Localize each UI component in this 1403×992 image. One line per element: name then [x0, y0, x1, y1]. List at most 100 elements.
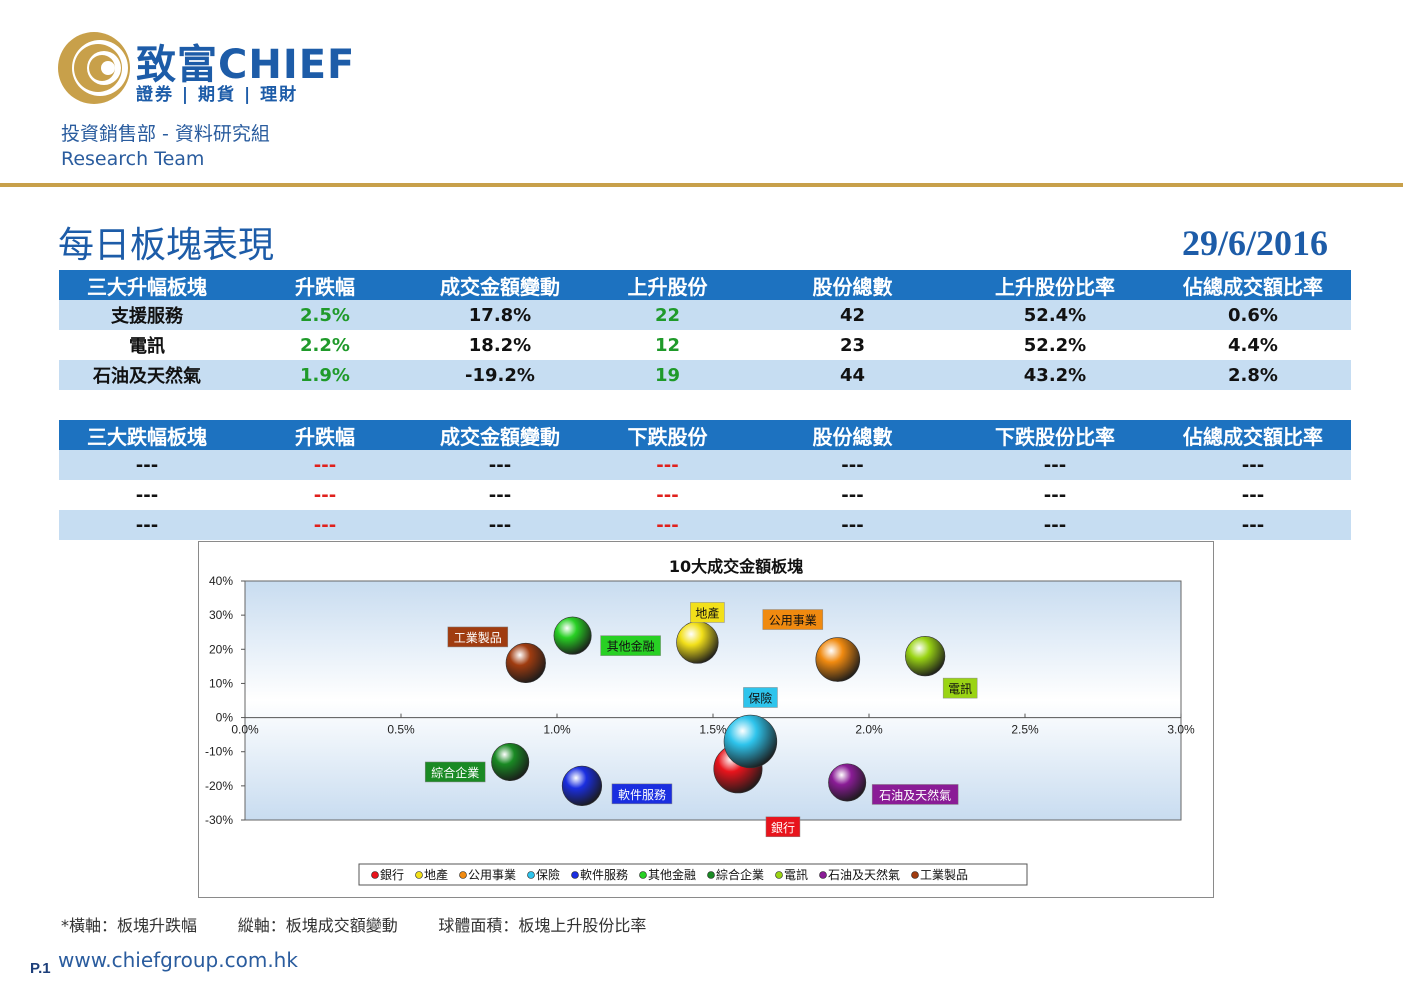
- bubble-label-box: [600, 635, 661, 656]
- y-tick-label: 40%: [209, 574, 233, 588]
- col-header: 下跌股份比率: [955, 420, 1155, 450]
- bubble-point: [491, 742, 530, 781]
- table-row: 電訊 2.2% 18.2% 12 23 52.2% 4.4%: [59, 330, 1351, 360]
- page-title: 每日板塊表現: [58, 225, 275, 266]
- chart-axes: 40% 30% 20% 10% 0% -10% -20% -30% 0.0% 0.5% 1.0% 1.…: [205, 574, 1195, 827]
- falling-count-cell: ---: [656, 484, 679, 506]
- col-header: 股份總數: [750, 270, 955, 300]
- col-header: 成交金額變動: [415, 420, 585, 450]
- bubble-label: 電訊: [948, 681, 972, 696]
- chart-title: 10大成交金額板塊: [669, 557, 803, 576]
- falling-ratio-cell: ---: [955, 450, 1155, 480]
- bubble-label-box: [424, 761, 486, 783]
- falling-ratio-cell: ---: [1043, 484, 1067, 506]
- top-sectors-table: 三大升幅板塊 升跌幅 成交金額變動 上升股份 股份總數 上升股份比率 佔總成交額…: [59, 270, 1351, 390]
- bubble-point: [561, 765, 603, 806]
- y-tick-label: 10%: [209, 676, 233, 690]
- x-tick-label: 2.0%: [855, 723, 883, 737]
- table-header-row: 三大跌幅板塊 升跌幅 成交金額變動 下跌股份 股份總數 下跌股份比率 佔總成交額…: [59, 420, 1351, 450]
- turnover-share-cell: ---: [1241, 484, 1265, 506]
- rising-count-cell: 19: [585, 360, 750, 390]
- bubble-label-box: [447, 626, 509, 648]
- bubble-label-box: [743, 687, 778, 708]
- sector-name: 電訊: [129, 336, 165, 357]
- table-header-row: 三大升幅板塊 升跌幅 成交金額變動 上升股份 股份總數 上升股份比率 佔總成交額…: [59, 270, 1351, 300]
- legend-marker: [911, 871, 919, 879]
- col-header: 股份總數: [750, 420, 955, 450]
- legend-marker: [639, 871, 647, 879]
- rising-ratio-cell: 52.4%: [955, 300, 1155, 330]
- bubble-label-box: [871, 784, 959, 805]
- bubble-label: 軟件服務: [618, 787, 666, 802]
- legend-label: 地產: [424, 867, 448, 882]
- x-tick-label: 0.0%: [231, 723, 259, 737]
- bubble-point: [676, 621, 719, 664]
- bubble-label-box: [611, 783, 673, 805]
- legend-marker: [819, 871, 827, 879]
- sector-name: ---: [59, 450, 235, 480]
- bubble-label: 綜合企業: [431, 765, 479, 780]
- total-count-cell: 44: [750, 360, 955, 390]
- total-count-cell: 42: [750, 300, 955, 330]
- legend-label: 銀行: [380, 868, 404, 882]
- legend-label: 電訊: [784, 867, 808, 882]
- bubble-label: 工業製品: [454, 631, 502, 645]
- bubble-label: 石油及天然氣: [879, 787, 951, 802]
- turnover-share-cell: ---: [1155, 450, 1351, 480]
- turnover-change-cell: ---: [415, 450, 585, 480]
- change-cell: 2.5%: [235, 300, 415, 330]
- bubble-label: 保險: [748, 690, 772, 705]
- x-tick-label: 2.5%: [1011, 723, 1039, 737]
- col-header: 三大跌幅板塊: [59, 420, 235, 450]
- legend-marker: [775, 871, 783, 879]
- legend-marker: [415, 871, 423, 879]
- turnover-change-cell: 18.2%: [468, 334, 532, 356]
- chief-logo-icon: [58, 32, 130, 104]
- bubble-label-box: [690, 602, 725, 623]
- brand-tagline: 證券 | 期貨 | 理財: [136, 85, 299, 105]
- bubble-point: [723, 714, 778, 769]
- col-header: 佔總成交額比率: [1155, 270, 1351, 300]
- turnover-share-cell: 0.6%: [1155, 300, 1351, 330]
- falling-count-cell: ---: [585, 510, 750, 540]
- header-divider: [0, 183, 1403, 187]
- total-count-cell: ---: [750, 510, 955, 540]
- legend-label: 石油及天然氣: [828, 867, 900, 882]
- department-name: 投資銷售部 - 資料研究組: [61, 123, 270, 145]
- legend-marker: [371, 871, 379, 879]
- y-tick-label: 20%: [209, 642, 233, 656]
- col-header: 升跌幅: [235, 270, 415, 300]
- bubble-label: 其他金融: [607, 639, 655, 654]
- change-cell: ---: [313, 484, 337, 506]
- chart-legend: 銀行 地產 公用事業 保險 軟件服務 其他金融 綜合企業 電訊 石油及天然氣 工業製品: [358, 863, 1028, 886]
- change-cell: ---: [235, 510, 415, 540]
- report-date: 29/6/2016: [1181, 223, 1328, 263]
- legend-marker: [571, 871, 579, 879]
- brand-name: 致富CHIEF: [136, 42, 356, 88]
- legend-label: 公用事業: [468, 868, 516, 882]
- total-count-cell: 23: [839, 334, 866, 356]
- legend-marker: [707, 871, 715, 879]
- sector-name: ---: [135, 484, 159, 506]
- falling-ratio-cell: ---: [955, 510, 1155, 540]
- legend-marker: [527, 871, 535, 879]
- bubble-point: [905, 636, 946, 677]
- bubble-label: 公用事業: [769, 614, 817, 628]
- sector-name: 石油及天然氣: [59, 360, 235, 390]
- rising-ratio-cell: 43.2%: [955, 360, 1155, 390]
- website-link[interactable]: www.chiefgroup.com.hk: [58, 948, 298, 972]
- falling-count-cell: ---: [585, 450, 750, 480]
- sector-name: 支援服務: [59, 300, 235, 330]
- bubble-label: 銀行: [771, 821, 795, 835]
- bubble-point: [505, 642, 546, 684]
- bubble-point: [828, 763, 867, 802]
- rising-count-cell: 22: [585, 300, 750, 330]
- table-row: 石油及天然氣 1.9% -19.2% 19 44 43.2% 2.8%: [59, 360, 1351, 390]
- turnover-share-cell: ---: [1155, 510, 1351, 540]
- bottom-sectors-table: 三大跌幅板塊 升跌幅 成交金額變動 下跌股份 股份總數 下跌股份比率 佔總成交額…: [59, 420, 1351, 540]
- legend-label: 軟件服務: [580, 867, 628, 882]
- chart-footnote: *橫軸：板塊升跌幅 縱軸：板塊成交額變動 球體面積：板塊上升股份比率: [61, 916, 647, 935]
- total-count-cell: ---: [841, 484, 864, 506]
- change-cell: 1.9%: [235, 360, 415, 390]
